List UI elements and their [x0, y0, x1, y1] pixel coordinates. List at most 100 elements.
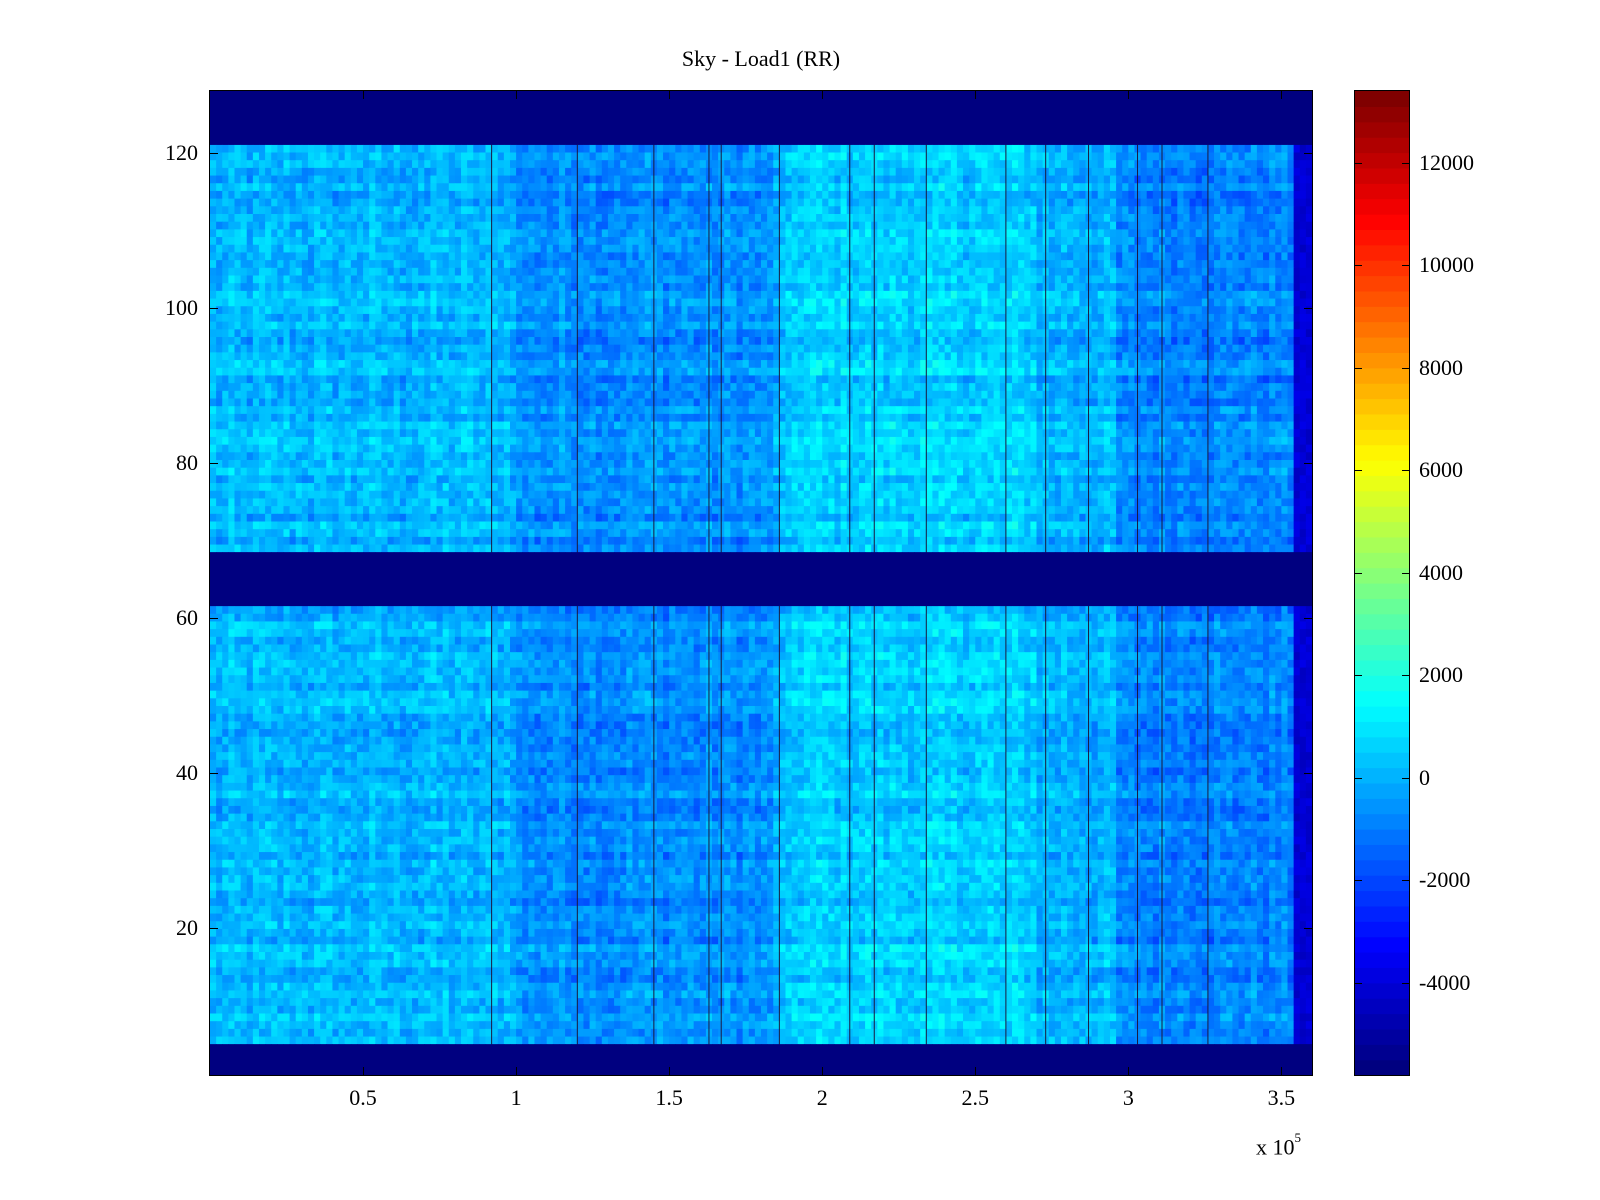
heatmap-cell	[571, 221, 578, 230]
heatmap-cell	[828, 152, 836, 161]
heatmap-cell	[1226, 167, 1234, 177]
heatmap-cell	[479, 290, 487, 300]
heatmap-cell	[761, 252, 768, 261]
heatmap-cell	[571, 290, 578, 300]
heatmap-cell	[663, 167, 670, 177]
heatmap-cell	[1005, 252, 1013, 261]
heatmap-cell	[509, 190, 517, 200]
heatmap-cell	[681, 229, 689, 238]
heatmap-cell	[381, 160, 389, 169]
heatmap-cell	[1293, 237, 1301, 246]
heatmap-cell	[1281, 267, 1289, 277]
heatmap-cell	[730, 237, 738, 246]
heatmap-cell	[632, 206, 640, 215]
heatmap-cell	[479, 144, 487, 154]
heatmap-cell	[785, 290, 793, 300]
heatmap-cell	[283, 244, 291, 254]
heatmap-cell	[583, 167, 591, 177]
heatmap-cell	[675, 298, 683, 307]
heatmap-cell	[375, 214, 383, 223]
heatmap-cell	[626, 206, 634, 215]
heatmap-cell	[1250, 167, 1258, 177]
heatmap-cell	[681, 198, 689, 207]
heatmap-cell	[797, 190, 805, 200]
heatmap-cell	[534, 206, 542, 215]
heatmap-cell	[1250, 290, 1258, 300]
heatmap-cell	[626, 244, 634, 254]
heatmap-cell	[271, 290, 278, 300]
heatmap-cell	[1152, 229, 1160, 238]
heatmap-cell	[497, 290, 505, 300]
heatmap-cell	[258, 206, 266, 215]
heatmap-cell	[828, 175, 836, 184]
heatmap-cell	[914, 298, 921, 307]
heatmap-cell	[399, 160, 407, 169]
heatmap-cell	[699, 167, 707, 177]
heatmap-cell	[467, 237, 474, 246]
heatmap-cell	[736, 190, 744, 200]
heatmap-cell	[424, 244, 431, 254]
heatmap-cell	[1287, 283, 1295, 292]
heatmap-cell	[558, 206, 566, 215]
heatmap-cell	[1238, 144, 1246, 154]
heatmap-cell	[785, 206, 793, 215]
heatmap-cell	[626, 283, 634, 292]
heatmap-cell	[369, 198, 376, 207]
heatmap-cell	[332, 244, 340, 254]
heatmap-cell	[993, 152, 1001, 161]
heatmap-cell	[687, 275, 695, 284]
heatmap-cell	[369, 152, 376, 161]
heatmap-cell	[424, 298, 431, 307]
heatmap-cell	[436, 283, 444, 292]
heatmap-cell	[552, 275, 560, 284]
heatmap-cell	[656, 221, 664, 230]
heatmap-cell	[589, 298, 597, 307]
heatmap-cell	[969, 206, 976, 215]
heatmap-cell	[632, 183, 640, 192]
heatmap-cell	[565, 221, 572, 230]
heatmap-cell	[1091, 206, 1099, 215]
heatmap-cell	[620, 206, 627, 215]
heatmap-cell	[307, 160, 315, 169]
heatmap-cell	[503, 198, 511, 207]
heatmap-cell	[926, 298, 934, 307]
heatmap-cell	[742, 229, 750, 238]
heatmap-cell	[1103, 167, 1111, 177]
heatmap-cell	[1097, 152, 1105, 161]
heatmap-cell	[932, 229, 940, 238]
heatmap-cell	[797, 283, 805, 292]
heatmap-cell	[1073, 206, 1080, 215]
heatmap-cell	[816, 267, 823, 277]
heatmap-cell	[1073, 175, 1080, 184]
heatmap-cell	[295, 298, 303, 307]
heatmap-cell	[1256, 260, 1264, 269]
heatmap-cell	[436, 237, 444, 246]
heatmap-cell	[1214, 221, 1221, 230]
heatmap-cell	[699, 252, 707, 261]
heatmap-cell	[1097, 175, 1105, 184]
heatmap-cell	[975, 275, 982, 284]
heatmap-cell	[479, 183, 487, 192]
heatmap-cell	[277, 260, 285, 269]
heatmap-cell	[271, 283, 278, 292]
heatmap-cell	[375, 190, 383, 200]
heatmap-cell	[1281, 290, 1289, 300]
heatmap-cell	[1232, 152, 1240, 161]
heatmap-cell	[350, 229, 358, 238]
heatmap-cell	[1103, 206, 1111, 215]
heatmap-cell	[295, 175, 303, 184]
heatmap-cell	[1287, 175, 1295, 184]
heatmap-cell	[920, 290, 927, 300]
heatmap-cell	[865, 160, 872, 169]
heatmap-cell	[1079, 267, 1087, 277]
heatmap-cell	[1091, 260, 1099, 269]
heatmap-cell	[1128, 229, 1136, 238]
heatmap-cell	[387, 283, 395, 292]
heatmap-cell	[1060, 267, 1068, 277]
heatmap-cell	[626, 190, 634, 200]
heatmap-cell	[1060, 167, 1068, 177]
heatmap-cell	[516, 198, 523, 207]
heatmap-cell	[301, 190, 309, 200]
heatmap-cell	[1250, 283, 1258, 292]
heatmap-cell	[1024, 206, 1031, 215]
